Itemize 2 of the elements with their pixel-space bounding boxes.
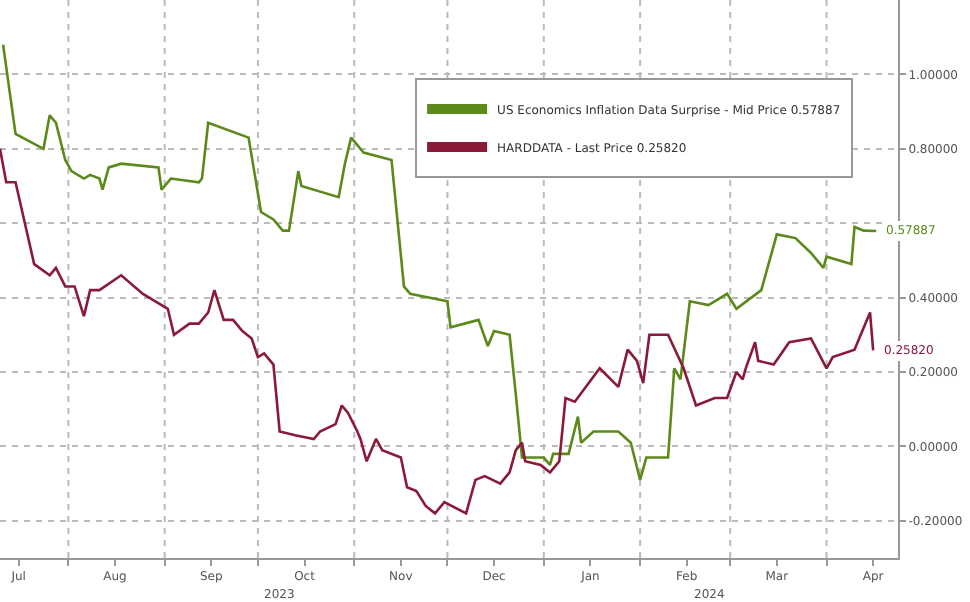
line-series — [0, 147, 875, 515]
line-series — [1, 43, 878, 482]
